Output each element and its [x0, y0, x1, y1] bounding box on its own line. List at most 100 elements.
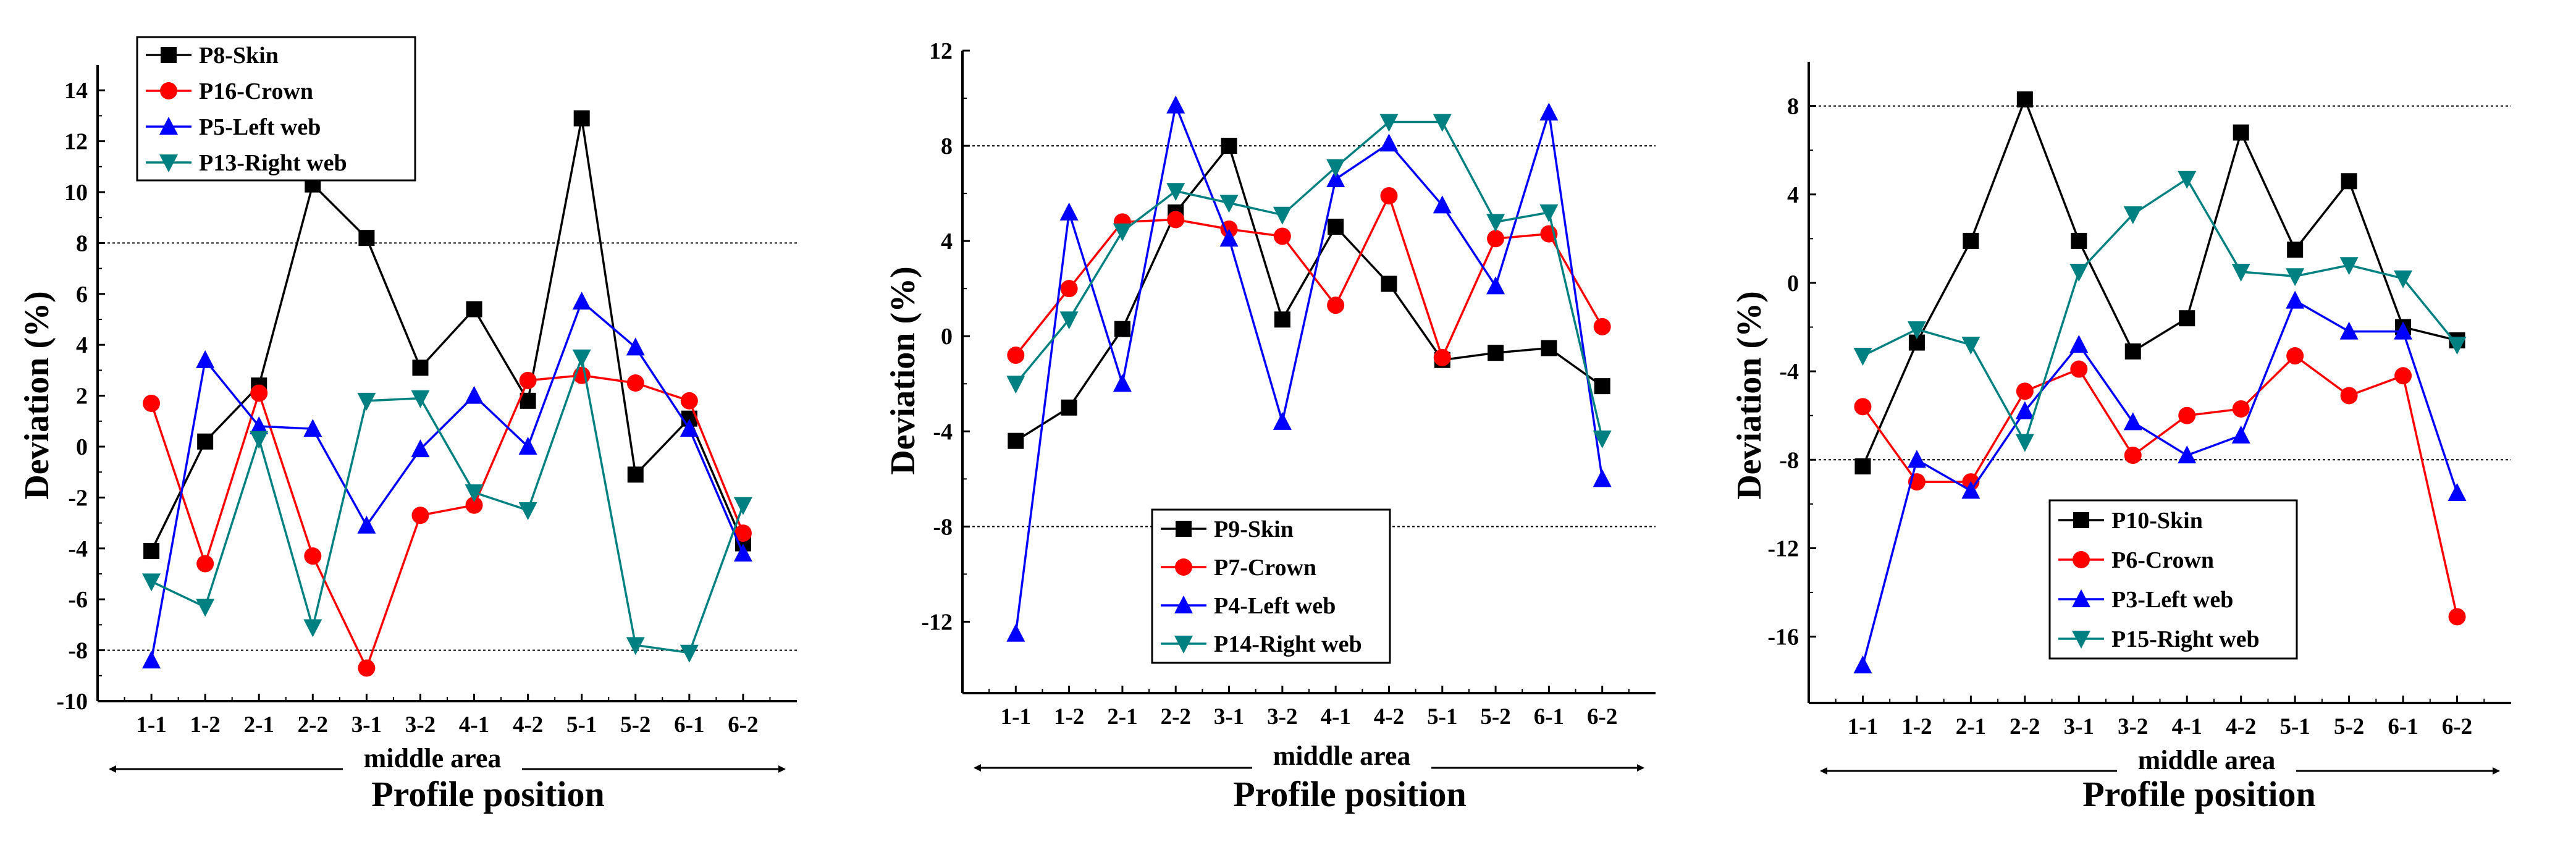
data-point	[1433, 348, 1451, 366]
data-point	[358, 659, 376, 677]
series-line	[1862, 354, 2459, 617]
data-point	[2341, 173, 2357, 190]
legend-marker	[1175, 558, 1192, 576]
data-point	[1487, 230, 1505, 248]
data-point	[1113, 223, 1132, 242]
data-point	[357, 392, 376, 411]
data-point	[143, 394, 161, 412]
legend-marker	[161, 47, 177, 63]
legend-label: P14-Right web	[1214, 631, 1362, 657]
legend: P9-Skin P7-Crown P4-Left web P14-Right web	[1151, 508, 1391, 664]
x-axis-label: Profile position	[2082, 774, 2316, 814]
x-tick-label: 4-2	[513, 712, 543, 738]
series-P8-Skin	[143, 110, 751, 559]
legend-label: P7-Crown	[1214, 555, 1316, 581]
data-point	[1326, 169, 1345, 187]
x-tick-label: 4-1	[2172, 714, 2202, 739]
x-tick-label: 4-1	[459, 712, 489, 738]
data-point	[411, 507, 429, 524]
data-point	[1593, 469, 1612, 487]
legend-marker	[2072, 589, 2090, 607]
data-point	[143, 542, 160, 559]
x-tick-label: 2-2	[298, 712, 328, 738]
legend-marker	[2073, 551, 2090, 568]
y-tick-label: -10	[56, 689, 88, 715]
data-point	[680, 392, 698, 410]
legend-marker	[2073, 512, 2089, 528]
middle-area-label: middle area	[1273, 741, 1411, 771]
data-point	[466, 301, 482, 318]
x-tick-label: 6-1	[674, 712, 704, 738]
series-P3-Left web	[1853, 290, 2467, 674]
x-tick-label: 1-1	[1848, 714, 1878, 739]
data-point	[1274, 311, 1290, 328]
x-tick-label: 6-2	[2442, 714, 2472, 739]
data-point	[1433, 114, 1452, 132]
data-point	[357, 515, 376, 534]
data-point	[2339, 321, 2359, 340]
data-point	[142, 650, 161, 669]
x-tick-label: 1-1	[136, 712, 166, 738]
series-line	[150, 118, 744, 552]
data-point	[1061, 399, 1077, 416]
data-point	[411, 439, 430, 458]
data-point	[1007, 347, 1025, 364]
middle-area-label: middle area	[364, 743, 502, 773]
x-tick-label: 6-2	[728, 712, 758, 738]
chart-panel-2: -12 -8 -4 0 4 8 12 1-1 1-2 2-1 2-2 3-1 3-2 4-1 4-2 5-1 5…	[884, 38, 1656, 814]
data-point	[2016, 91, 2033, 107]
data-point	[303, 419, 322, 437]
y-tick-label: 4	[1787, 182, 1799, 208]
x-tick-label: 2-2	[2010, 714, 2040, 739]
data-point	[2124, 343, 2141, 360]
x-tick-label: 4-2	[2226, 714, 2256, 739]
y-tick-label: 14	[64, 78, 88, 104]
data-point	[1539, 204, 1559, 222]
legend-label: P4-Left web	[1214, 593, 1336, 619]
data-point	[2016, 382, 2034, 400]
y-tick-label: 6	[76, 282, 88, 308]
x-tick-label: 5-1	[566, 712, 597, 738]
legend-marker	[1176, 521, 1192, 537]
data-point	[1907, 321, 1926, 340]
data-point	[1113, 374, 1132, 392]
data-point	[1059, 202, 1079, 221]
data-point	[518, 437, 537, 455]
data-point	[626, 637, 645, 655]
data-point	[250, 431, 269, 449]
data-point	[626, 374, 644, 392]
legend-label: P9-Skin	[1214, 516, 1294, 542]
y-tick-label: 0	[76, 434, 88, 460]
data-point	[2286, 268, 2305, 287]
y-tick-label: 12	[64, 129, 88, 155]
data-point	[2179, 310, 2195, 327]
data-point	[2286, 290, 2305, 309]
x-tick-label: 3-1	[1214, 704, 1244, 730]
data-point	[2069, 264, 2089, 282]
data-point	[304, 547, 322, 565]
y-tick-label: -8	[68, 638, 88, 664]
y-axis-label: Deviation (%)	[884, 266, 922, 475]
series-P4-Left web	[1006, 95, 1612, 642]
data-point	[1594, 378, 1610, 395]
y-tick-label: 4	[76, 332, 88, 358]
legend-label: P8-Skin	[199, 43, 279, 69]
y-tick-label: 8	[941, 133, 953, 159]
series-line	[1015, 143, 1603, 442]
series-P13-Right web	[142, 349, 752, 663]
x-tick-label: 5-1	[1427, 704, 1457, 730]
data-point	[2232, 400, 2250, 418]
y-tick-label: 10	[64, 180, 88, 206]
y-tick-label: -16	[1767, 625, 1799, 650]
series-line	[1861, 96, 2457, 467]
data-point	[1854, 458, 1871, 475]
data-point	[2015, 434, 2034, 452]
y-tick-label: 4	[941, 229, 953, 255]
data-point	[2124, 447, 2142, 465]
data-point	[626, 337, 645, 356]
data-point	[2394, 321, 2413, 340]
data-point	[250, 416, 269, 435]
data-point	[1853, 655, 1872, 674]
x-tick-label: 3-1	[351, 712, 382, 738]
data-point	[518, 502, 537, 520]
